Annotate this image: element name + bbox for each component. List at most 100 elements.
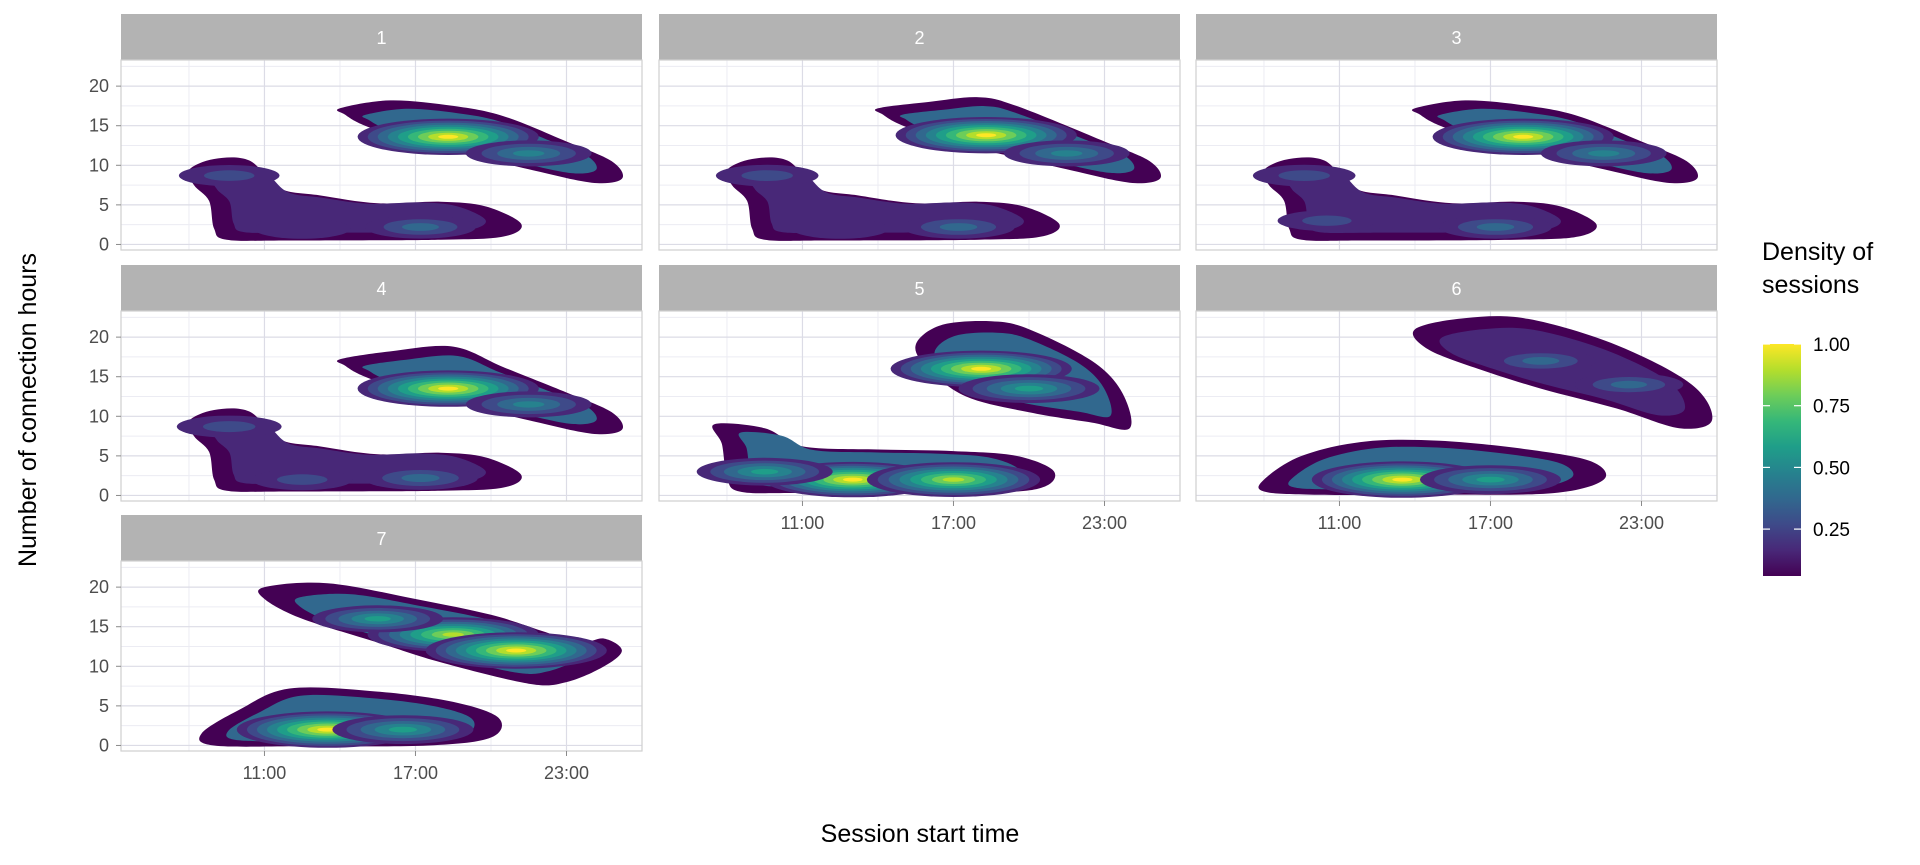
y-tick-label: 20 bbox=[89, 577, 109, 597]
density-level bbox=[976, 133, 997, 138]
density-cluster bbox=[715, 157, 1060, 241]
density-level bbox=[402, 223, 439, 231]
x-tick-label: 11:00 bbox=[1318, 513, 1362, 533]
density-level bbox=[438, 386, 459, 391]
density-level bbox=[1014, 385, 1044, 392]
density-cluster bbox=[178, 157, 522, 241]
x-tick-label: 17:00 bbox=[393, 763, 438, 783]
density-level bbox=[317, 727, 338, 732]
x-tick-label: 17:00 bbox=[1468, 513, 1513, 533]
x-tick-label: 17:00 bbox=[931, 513, 976, 533]
density-cluster bbox=[874, 97, 1162, 184]
density-contours bbox=[178, 100, 624, 241]
x-tick-label: 23:00 bbox=[544, 763, 589, 783]
panel-border bbox=[658, 310, 1181, 502]
density-cluster bbox=[890, 321, 1132, 430]
density-level bbox=[791, 218, 889, 239]
legend-tick-label: 0.25 bbox=[1813, 520, 1850, 541]
facet-panel-5: 5 11:00 17:00 23:00 bbox=[658, 265, 1181, 533]
density-cluster bbox=[258, 582, 622, 686]
density-level bbox=[939, 223, 978, 231]
density-cluster bbox=[336, 345, 624, 435]
facet-strip-label: 4 bbox=[376, 279, 386, 299]
density-level bbox=[843, 477, 863, 482]
legend-tick-label: 1.00 bbox=[1813, 335, 1850, 356]
density-level bbox=[1476, 476, 1505, 483]
facet-strip-label: 3 bbox=[1451, 28, 1461, 48]
y-tick-label: 10 bbox=[89, 656, 109, 676]
density-cluster bbox=[1252, 157, 1597, 241]
facet-panel-6: 6 11:00 17:00 23:00 bbox=[1195, 265, 1718, 533]
density-level bbox=[741, 170, 793, 182]
y-tick-label: 20 bbox=[89, 76, 109, 96]
density-contours bbox=[1258, 316, 1713, 498]
x-tick-label: 23:00 bbox=[1082, 513, 1127, 533]
y-tick-label: 15 bbox=[89, 116, 109, 136]
facet-strip bbox=[121, 265, 642, 311]
density-level bbox=[942, 477, 965, 482]
density-level bbox=[1522, 357, 1560, 365]
density-contours bbox=[715, 97, 1162, 241]
facet-panel-2: 2 bbox=[658, 14, 1181, 251]
density-level bbox=[203, 421, 256, 433]
facet-strip-label: 7 bbox=[376, 529, 386, 549]
y-tick-label: 5 bbox=[99, 195, 109, 215]
panel-border bbox=[1195, 310, 1718, 502]
facet-strip-label: 6 bbox=[1451, 279, 1461, 299]
facet-strip bbox=[659, 14, 1180, 60]
density-level bbox=[751, 468, 779, 475]
density-level bbox=[204, 170, 255, 181]
density-level bbox=[1476, 223, 1515, 231]
density-cluster bbox=[696, 423, 1056, 498]
density-level bbox=[513, 401, 545, 408]
facet-panel-7: 7 0 5 10 15 20 11:00 17:00 23:00 bbox=[89, 515, 643, 783]
legend-tick-label: 0.75 bbox=[1813, 397, 1850, 418]
x-axis-title: Session start time bbox=[821, 820, 1020, 848]
facet-panel-3: 3 bbox=[1195, 14, 1718, 251]
facet-strip bbox=[1196, 265, 1717, 311]
density-contours bbox=[1252, 100, 1699, 241]
y-tick-label: 0 bbox=[99, 485, 109, 505]
density-level bbox=[277, 474, 328, 485]
y-axis-title: Number of connection hours bbox=[14, 253, 42, 567]
y-tick-label: 10 bbox=[89, 155, 109, 175]
density-level bbox=[513, 150, 545, 157]
density-cluster bbox=[176, 408, 522, 492]
facet-strip bbox=[121, 14, 642, 60]
panel-border bbox=[120, 310, 643, 502]
y-tick-label: 5 bbox=[99, 446, 109, 466]
y-tick-label: 15 bbox=[89, 617, 109, 637]
y-tick-label: 15 bbox=[89, 367, 109, 387]
panel-border bbox=[1195, 59, 1718, 251]
density-level bbox=[364, 616, 391, 622]
density-level bbox=[442, 632, 464, 637]
facet-strip bbox=[1196, 14, 1717, 60]
density-cluster bbox=[1258, 439, 1607, 498]
y-tick-label: 10 bbox=[89, 406, 109, 426]
x-tick-label: 23:00 bbox=[1619, 513, 1664, 533]
facet-strip-label: 5 bbox=[914, 279, 924, 299]
density-level bbox=[1610, 380, 1647, 389]
legend-title-line-1: Density of bbox=[1762, 238, 1873, 266]
density-contours bbox=[176, 345, 624, 492]
density-cluster bbox=[199, 687, 502, 748]
y-tick-label: 0 bbox=[99, 234, 109, 254]
density-level bbox=[438, 134, 459, 139]
density-level bbox=[506, 648, 527, 653]
density-level bbox=[401, 474, 440, 482]
legend-tick-label: 0.50 bbox=[1813, 458, 1850, 479]
density-level bbox=[1278, 170, 1330, 182]
density-level bbox=[1051, 150, 1083, 157]
axis-titles: Session start time Number of connection … bbox=[14, 253, 1019, 848]
density-level bbox=[388, 726, 417, 733]
density-cluster bbox=[1411, 100, 1699, 184]
legend-ticks: 0.25 0.50 0.75 1.00 bbox=[1763, 335, 1850, 541]
legend-color-bar bbox=[1763, 344, 1801, 576]
density-level bbox=[1588, 150, 1620, 157]
density-level bbox=[253, 218, 351, 239]
density-contours bbox=[696, 321, 1132, 498]
color-legend: Density of sessions 0.25 0.50 0.75 1.00 bbox=[1762, 238, 1873, 576]
